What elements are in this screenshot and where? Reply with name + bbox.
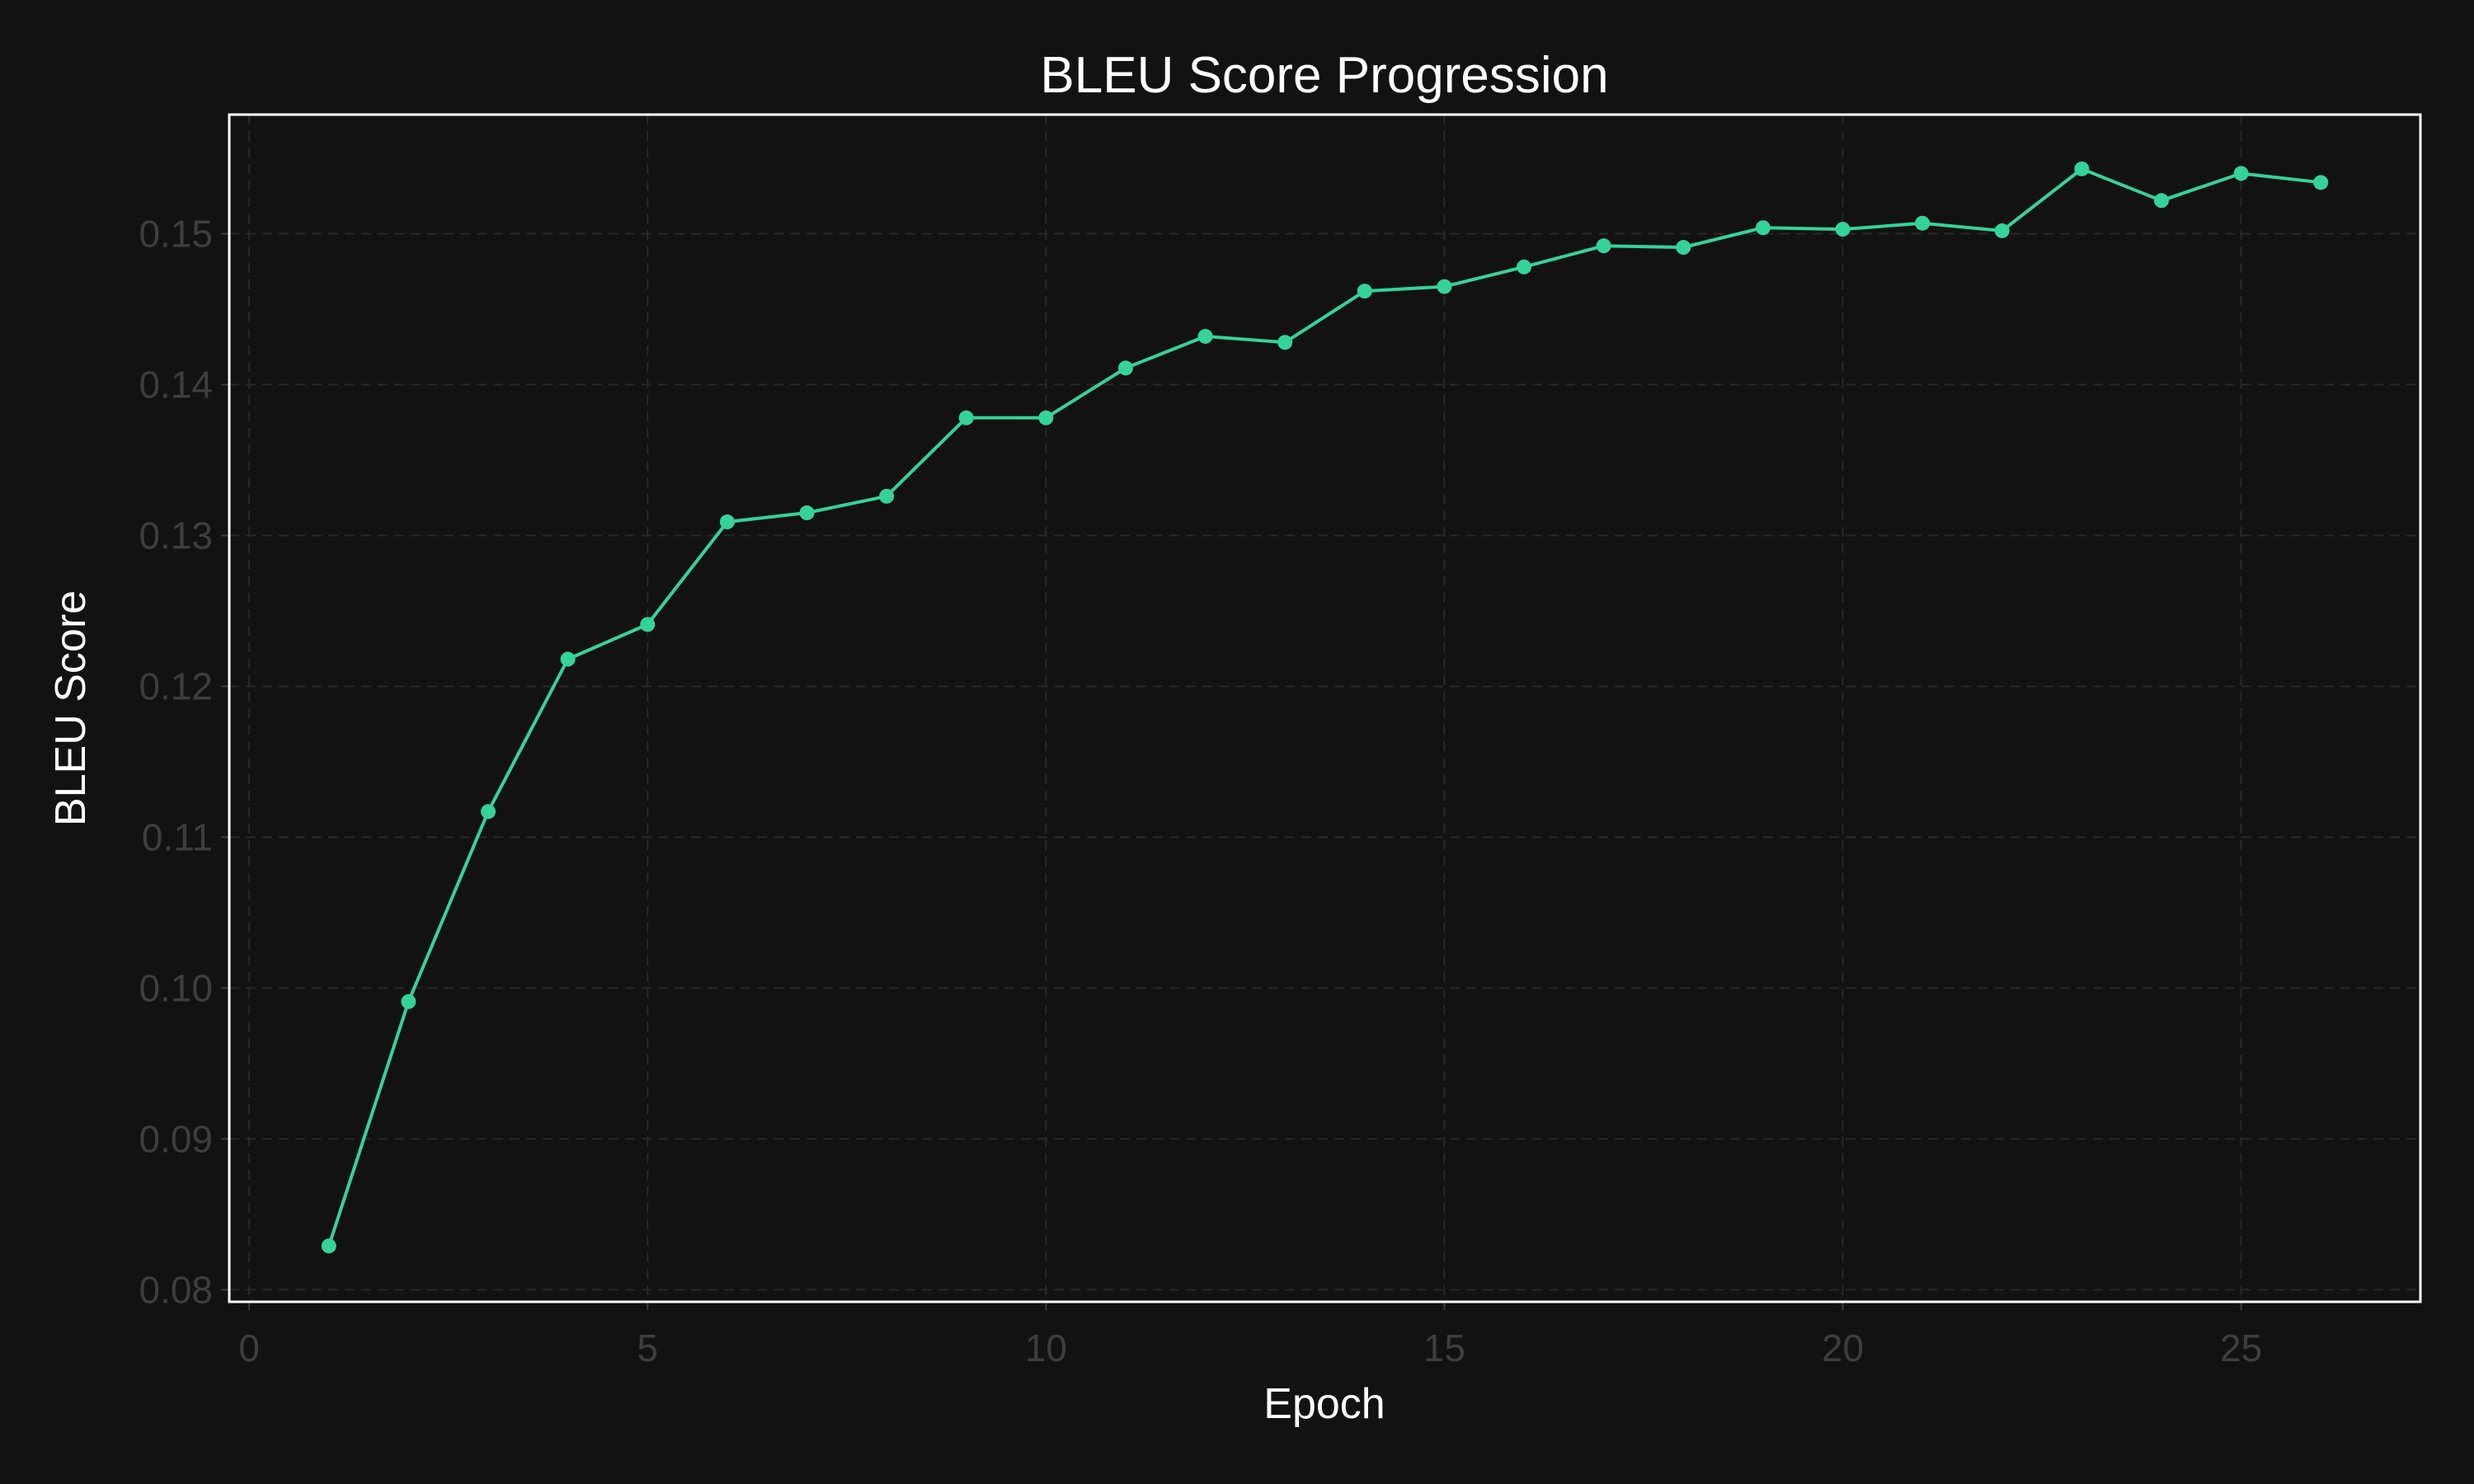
data-point (2074, 161, 2090, 176)
x-tick-label: 20 (1822, 1327, 1864, 1369)
data-point (799, 505, 815, 521)
x-tick-label: 25 (2220, 1327, 2262, 1369)
y-axis-label: BLEU Score (47, 590, 95, 826)
y-tick-label: 0.13 (139, 514, 213, 556)
data-point (958, 410, 974, 425)
data-point (1676, 240, 1691, 256)
data-point (1994, 223, 2010, 238)
data-point (719, 514, 735, 530)
plot-frame (228, 113, 2422, 1303)
x-tick-label: 0 (238, 1327, 260, 1369)
x-axis-label: Epoch (1263, 1380, 1385, 1428)
data-point (2153, 193, 2169, 209)
y-tick-label: 0.08 (139, 1268, 213, 1311)
data-point (1517, 259, 1532, 275)
data-point (1915, 215, 1931, 231)
y-tick-label: 0.15 (139, 213, 213, 256)
y-tick-label: 0.12 (139, 665, 213, 707)
data-point (401, 993, 416, 1009)
x-tick-label: 15 (1423, 1327, 1465, 1369)
y-tick-label: 0.10 (139, 966, 213, 1009)
data-point (1755, 220, 1771, 236)
data-point (1437, 279, 1452, 294)
y-tick-label: 0.09 (139, 1117, 213, 1160)
data-point (1357, 284, 1372, 299)
data-point (1038, 410, 1054, 425)
x-tick-label: 10 (1025, 1327, 1067, 1369)
data-point (1117, 360, 1133, 376)
data-point (321, 1238, 336, 1254)
chart-title: BLEU Score Progression (1040, 47, 1608, 104)
x-tick-label: 5 (637, 1327, 658, 1369)
series-line (327, 167, 2321, 1247)
y-tick-label: 0.11 (142, 815, 213, 858)
data-point (1197, 328, 1213, 344)
data-point (1835, 222, 1851, 237)
grid-lines (229, 115, 2420, 1302)
axis-ticks: 0 5 10 15 20 25 0.08 0.09 0.10 0.11 0.12 0.13 0.14 0.… (139, 213, 2262, 1369)
data-point (2313, 175, 2329, 190)
data-point (560, 651, 576, 667)
data-points (321, 161, 2329, 1254)
data-point (879, 488, 895, 504)
y-tick-label: 0.14 (139, 364, 213, 406)
data-point (640, 617, 656, 632)
data-point (1277, 335, 1293, 350)
data-point (1596, 238, 1611, 254)
data-point (481, 804, 496, 819)
data-point (2233, 166, 2249, 181)
